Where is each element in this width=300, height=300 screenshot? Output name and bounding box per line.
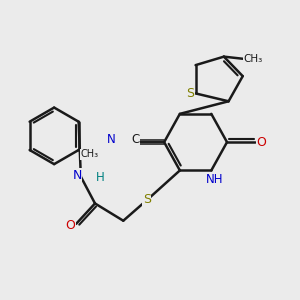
Text: S: S bbox=[143, 193, 151, 206]
Text: NH: NH bbox=[206, 173, 223, 186]
Text: N: N bbox=[107, 133, 116, 146]
Text: C: C bbox=[131, 133, 140, 146]
Text: N: N bbox=[72, 169, 82, 182]
Text: H: H bbox=[96, 171, 105, 184]
Text: O: O bbox=[256, 136, 266, 148]
Text: CH₃: CH₃ bbox=[80, 149, 98, 159]
Text: O: O bbox=[65, 219, 75, 232]
Text: S: S bbox=[186, 87, 194, 100]
Text: CH₃: CH₃ bbox=[244, 54, 263, 64]
